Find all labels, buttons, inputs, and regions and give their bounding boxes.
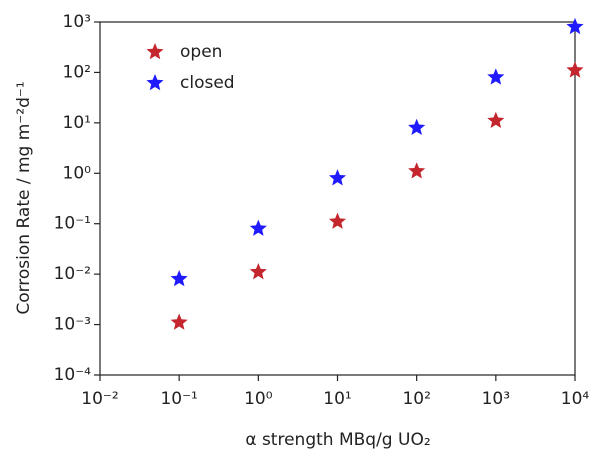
x-tick-label: 10⁻¹ [160,389,197,409]
x-tick-label: 10² [402,389,430,409]
data-point [249,219,267,236]
y-tick-label: 10⁰ [63,163,92,183]
data-point [408,118,426,136]
data-point [487,68,505,85]
x-tick-label: 10⁴ [561,389,590,409]
data-point [328,212,347,229]
y-tick-label: 10⁻⁴ [54,365,92,385]
y-tick-label: 10⁻¹ [54,214,91,234]
legend-marker [146,43,164,60]
legend-label: open [180,42,222,62]
x-tick-label: 10⁰ [244,389,273,409]
y-tick-label: 10¹ [63,113,91,133]
data-point [566,61,584,78]
data-point [328,169,347,186]
data-point [170,270,188,287]
data-point [487,111,505,129]
data-point [249,263,267,280]
x-tick-label: 10⁻² [81,389,118,409]
y-tick-label: 10² [63,62,91,82]
y-tick-label: 10³ [63,12,91,32]
legend-label: closed [180,73,235,93]
x-tick-label: 10³ [482,389,510,409]
data-point [566,17,584,35]
data-point [170,313,188,330]
legend-marker [146,74,164,91]
y-tick-label: 10⁻² [54,264,91,284]
x-axis-label: α strength MBq/g UO₂ [245,430,430,450]
y-tick-label: 10⁻³ [54,315,91,335]
x-tick-label: 10¹ [323,389,351,409]
y-axis-label: Corrosion Rate / mg m⁻²d⁻¹ [14,81,34,314]
data-point [408,162,426,179]
